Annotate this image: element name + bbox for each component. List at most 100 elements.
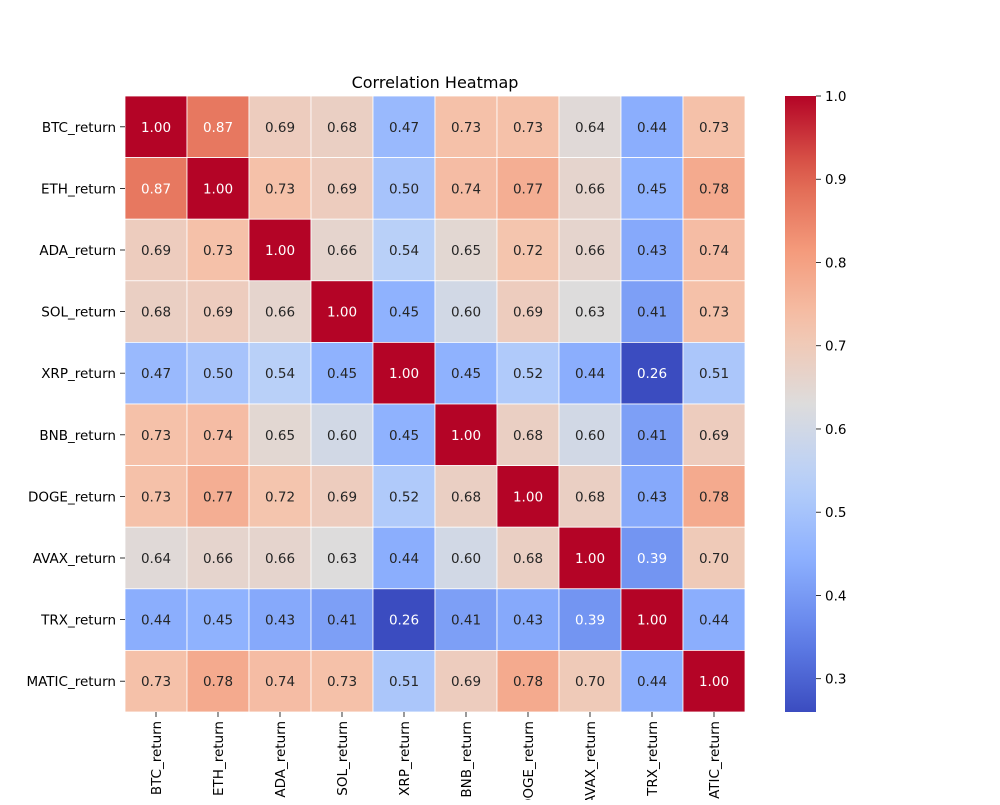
cell-value-label: 0.51 — [699, 366, 729, 382]
heatmap-cell-ada-return-eth-return — [186, 218, 250, 282]
heatmap-cell-matic-return-trx-return — [620, 650, 684, 713]
cell-value-label: 0.45 — [637, 181, 667, 197]
heatmap-cell-sol-return-trx-return — [620, 280, 684, 343]
cell-value-label: 0.74 — [265, 674, 295, 690]
heatmap-cell-doge-return-doge-return — [496, 465, 560, 528]
heatmap-cell-avax-return-bnb-return — [434, 526, 498, 590]
chart-title: Correlation Heatmap — [352, 73, 519, 92]
cell-value-label: 0.70 — [699, 551, 729, 567]
column-label-btc-return: BTC_return — [149, 721, 165, 795]
cell-value-label: 0.47 — [141, 366, 171, 382]
heatmap-cell-trx-return-matic-return — [682, 588, 746, 651]
cell-value-label: 0.26 — [637, 366, 667, 382]
cell-value-label: 0.68 — [327, 120, 357, 136]
cell-value-label: 0.87 — [203, 120, 233, 136]
column-label-matic-return: MATIC_return — [707, 721, 723, 800]
cell-value-label: 0.63 — [575, 305, 605, 321]
cell-value-label: 0.73 — [513, 120, 543, 136]
heatmap-cell-btc-return-eth-return — [186, 95, 250, 158]
heatmap-cell-doge-return-trx-return — [620, 465, 684, 528]
cell-value-label: 0.54 — [389, 243, 419, 259]
cell-value-label: 1.00 — [699, 674, 729, 690]
cell-value-label: 0.69 — [327, 489, 357, 505]
row-label-doge-return: DOGE_return — [28, 489, 116, 505]
cell-value-label: 0.60 — [451, 305, 481, 321]
heatmap-cell-sol-return-doge-return — [496, 280, 560, 343]
colorbar-tick-label: 0.9 — [825, 172, 846, 188]
row-label-ada-return: ADA_return — [39, 243, 116, 259]
cell-value-label: 0.44 — [699, 613, 729, 629]
cell-value-label: 0.68 — [141, 305, 171, 321]
heatmap-cell-ada-return-btc-return — [124, 218, 188, 282]
heatmap-cell-trx-return-doge-return — [496, 588, 560, 651]
cell-value-label: 0.87 — [141, 181, 171, 197]
cell-value-label: 0.73 — [327, 674, 357, 690]
row-label-eth-return: ETH_return — [41, 181, 116, 197]
cell-value-label: 0.66 — [327, 243, 357, 259]
cell-value-label: 0.73 — [699, 305, 729, 321]
cell-value-label: 0.43 — [265, 613, 295, 629]
cell-value-label: 0.52 — [389, 489, 419, 505]
cell-value-label: 0.51 — [389, 674, 419, 690]
cell-value-label: 0.45 — [451, 366, 481, 382]
heatmap-cell-trx-return-xrp-return — [372, 588, 436, 651]
cell-value-label: 0.47 — [389, 120, 419, 136]
cell-value-label: 0.52 — [513, 366, 543, 382]
cell-value-label: 0.44 — [389, 551, 419, 567]
heatmap-cell-btc-return-bnb-return — [434, 95, 498, 158]
cell-value-label: 0.60 — [451, 551, 481, 567]
heatmap-cell-xrp-return-avax-return — [558, 341, 622, 405]
heatmap-cell-xrp-return-trx-return — [620, 341, 684, 405]
heatmap-cell-matic-return-eth-return — [186, 650, 250, 713]
cell-value-label: 1.00 — [451, 428, 481, 444]
cell-value-label: 1.00 — [389, 366, 419, 382]
heatmap-cell-bnb-return-xrp-return — [372, 403, 436, 466]
cell-value-label: 0.60 — [327, 428, 357, 444]
heatmap-cell-xrp-return-ada-return — [248, 341, 312, 405]
cell-value-label: 0.26 — [389, 613, 419, 629]
cell-value-label: 0.68 — [513, 551, 543, 567]
cell-value-label: 1.00 — [327, 305, 357, 321]
colorbar-tick-label: 0.6 — [825, 422, 846, 438]
heatmap-cell-xrp-return-doge-return — [496, 341, 560, 405]
cell-value-label: 0.72 — [513, 243, 543, 259]
cell-value-label: 0.65 — [265, 428, 295, 444]
row-label-xrp-return: XRP_return — [41, 366, 116, 382]
cell-value-label: 0.73 — [699, 120, 729, 136]
heatmap-cell-avax-return-avax-return — [558, 526, 622, 590]
heatmap-cell-eth-return-trx-return — [620, 157, 684, 220]
cell-value-label: 0.41 — [327, 613, 357, 629]
cell-value-label: 0.68 — [513, 428, 543, 444]
row-label-matic-return: MATIC_return — [26, 674, 116, 690]
heatmap-cell-matic-return-matic-return — [682, 650, 746, 713]
cell-value-label: 0.78 — [203, 674, 233, 690]
cell-value-label: 0.73 — [451, 120, 481, 136]
heatmap-cell-avax-return-sol-return — [310, 526, 374, 590]
cell-value-label: 0.77 — [203, 489, 233, 505]
cell-value-label: 0.66 — [265, 551, 295, 567]
row-label-sol-return: SOL_return — [41, 305, 116, 321]
heatmap-cell-ada-return-doge-return — [496, 218, 560, 282]
column-label-avax-return: AVAX_return — [583, 721, 599, 800]
cell-value-label: 0.69 — [513, 305, 543, 321]
heatmap-cell-ada-return-matic-return — [682, 218, 746, 282]
heatmap-cell-trx-return-eth-return — [186, 588, 250, 651]
cell-value-label: 0.73 — [141, 489, 171, 505]
cell-value-label: 0.65 — [451, 243, 481, 259]
column-label-bnb-return: BNB_return — [459, 721, 475, 798]
cell-value-label: 0.68 — [451, 489, 481, 505]
heatmap-cell-trx-return-sol-return — [310, 588, 374, 651]
heatmap-cell-doge-return-sol-return — [310, 465, 374, 528]
heatmap-cell-bnb-return-sol-return — [310, 403, 374, 466]
cell-value-label: 0.44 — [637, 674, 667, 690]
heatmap-cell-avax-return-matic-return — [682, 526, 746, 590]
cell-value-label: 0.45 — [327, 366, 357, 382]
heatmap-cell-ada-return-trx-return — [620, 218, 684, 282]
cell-value-label: 1.00 — [575, 551, 605, 567]
column-label-trx-return: TRX_return — [645, 721, 661, 797]
cell-value-label: 0.68 — [575, 489, 605, 505]
cell-value-label: 0.69 — [327, 181, 357, 197]
heatmap-cell-xrp-return-matic-return — [682, 341, 746, 405]
cell-value-label: 0.69 — [699, 428, 729, 444]
